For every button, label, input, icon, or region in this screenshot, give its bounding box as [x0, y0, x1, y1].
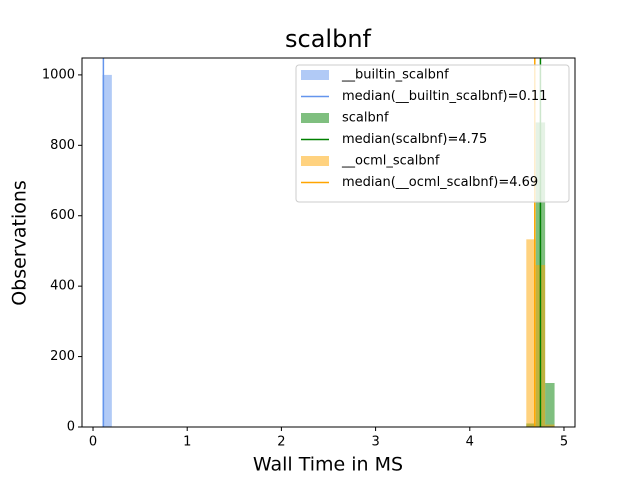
histogram-bar — [526, 239, 536, 427]
y-tick-label: 0 — [67, 420, 75, 435]
legend-label: scalbnf — [342, 111, 389, 126]
x-tick-label: 1 — [183, 435, 191, 450]
legend-swatch — [301, 113, 329, 123]
x-tick-label: 5 — [560, 435, 568, 450]
legend-label: median(scalbnf)=4.75 — [342, 132, 487, 147]
histogram-bar — [545, 424, 555, 427]
y-tick-label: 400 — [50, 279, 75, 294]
legend-label: median(__builtin_scalbnf)=0.11 — [342, 89, 547, 104]
legend-label: median(__ocml_scalbnf)=4.69 — [342, 175, 538, 190]
y-axis-label: Observations — [9, 180, 31, 306]
legend-label: __ocml_scalbnf — [341, 154, 440, 169]
histogram-bar — [545, 382, 555, 427]
y-tick-label: 800 — [50, 138, 75, 153]
histogram-bar — [102, 74, 112, 428]
legend-swatch — [301, 156, 329, 166]
x-tick-label: 3 — [371, 435, 379, 450]
legend-label: __builtin_scalbnf — [341, 68, 449, 83]
y-tick-label: 1000 — [42, 67, 75, 82]
legend-box — [295, 64, 570, 203]
x-tick-label: 4 — [466, 435, 474, 450]
x-axis-label: Wall Time in MS — [253, 454, 403, 476]
y-tick-label: 600 — [50, 208, 75, 223]
x-tick-label: 2 — [277, 435, 285, 450]
plot-frame — [81, 57, 576, 428]
x-tick-label: 0 — [89, 435, 97, 450]
chart-title: scalbnf — [285, 25, 372, 53]
y-tick-label: 200 — [50, 349, 75, 364]
legend-swatch — [301, 70, 329, 80]
